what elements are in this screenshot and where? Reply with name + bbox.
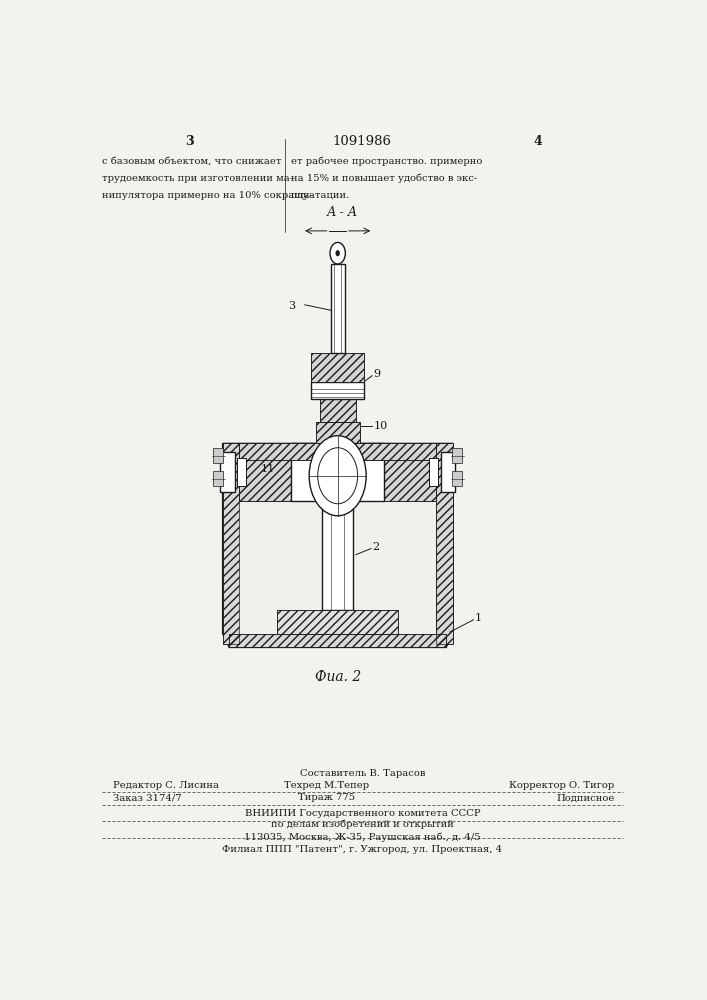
Bar: [311, 382, 364, 399]
Text: Редактор С. Лисина: Редактор С. Лисина: [113, 781, 219, 790]
Text: 3: 3: [185, 135, 194, 148]
Bar: [429, 458, 438, 486]
Text: нипулятора примерно на 10% сокраща-: нипулятора примерно на 10% сокраща-: [102, 191, 313, 200]
Text: с базовым объектом, что снижает: с базовым объектом, что снижает: [102, 157, 281, 166]
Bar: [220, 452, 235, 492]
Text: плуатации.: плуатации.: [291, 191, 351, 200]
Bar: [452, 448, 462, 463]
Bar: [331, 264, 345, 353]
Text: А - А: А - А: [327, 206, 358, 219]
Bar: [436, 443, 452, 644]
Bar: [320, 399, 356, 422]
Bar: [229, 634, 446, 647]
Text: трудоемкость при изготовлении ма-: трудоемкость при изготовлении ма-: [102, 174, 293, 183]
Text: 9: 9: [373, 369, 380, 379]
Text: на 15% и повышает удобство в экс-: на 15% и повышает удобство в экс-: [291, 174, 477, 183]
Text: Заказ 3174/7: Заказ 3174/7: [113, 793, 182, 802]
Bar: [277, 610, 398, 634]
Text: 1091986: 1091986: [333, 135, 392, 148]
Text: 3: 3: [288, 301, 296, 311]
Text: 113035, Москва, Ж-35, Раушская наб., д. 4/5: 113035, Москва, Ж-35, Раушская наб., д. …: [244, 833, 481, 842]
Bar: [277, 610, 398, 634]
Bar: [239, 443, 291, 501]
Text: 11: 11: [260, 464, 275, 474]
Text: ВНИИПИ Государственного комитета СССР: ВНИИПИ Государственного комитета СССР: [245, 809, 480, 818]
Circle shape: [336, 250, 340, 256]
Bar: [239, 443, 436, 634]
Text: Техред М.Тепер: Техред М.Тепер: [284, 781, 369, 790]
Text: Корректор О. Тигор: Корректор О. Тигор: [509, 781, 614, 790]
Bar: [239, 443, 291, 501]
Bar: [385, 443, 436, 501]
Text: 1: 1: [474, 613, 481, 623]
Bar: [223, 443, 239, 644]
Circle shape: [309, 436, 366, 516]
Bar: [291, 443, 385, 501]
Text: ет рабочее пространство. примерно: ет рабочее пространство. примерно: [291, 157, 482, 166]
Bar: [440, 452, 455, 492]
Text: 4: 4: [533, 135, 542, 148]
Bar: [320, 399, 356, 422]
Text: по делам изобретений и открытий: по делам изобретений и открытий: [271, 820, 454, 829]
Bar: [311, 353, 364, 382]
Bar: [229, 634, 446, 647]
Bar: [214, 471, 223, 486]
Bar: [238, 458, 246, 486]
Bar: [223, 443, 239, 644]
Text: Составитель В. Тарасов: Составитель В. Тарасов: [300, 769, 425, 778]
Bar: [239, 443, 436, 460]
Circle shape: [330, 242, 345, 264]
Text: Тираж 775: Тираж 775: [298, 793, 356, 802]
Bar: [214, 448, 223, 463]
Bar: [322, 451, 353, 610]
Bar: [436, 443, 452, 644]
Text: Фиа. 2: Фиа. 2: [315, 670, 361, 684]
Bar: [316, 422, 360, 443]
Text: 2: 2: [372, 542, 380, 552]
Text: Подписное: Подписное: [556, 793, 614, 802]
Bar: [385, 443, 436, 501]
Bar: [316, 422, 360, 443]
Bar: [452, 471, 462, 486]
Polygon shape: [223, 443, 452, 647]
Bar: [239, 443, 436, 460]
Text: 10: 10: [373, 421, 387, 431]
Bar: [311, 353, 364, 382]
Text: Филиал ППП "Патент", г. Ужгород, ул. Проектная, 4: Филиал ППП "Патент", г. Ужгород, ул. Про…: [222, 845, 503, 854]
